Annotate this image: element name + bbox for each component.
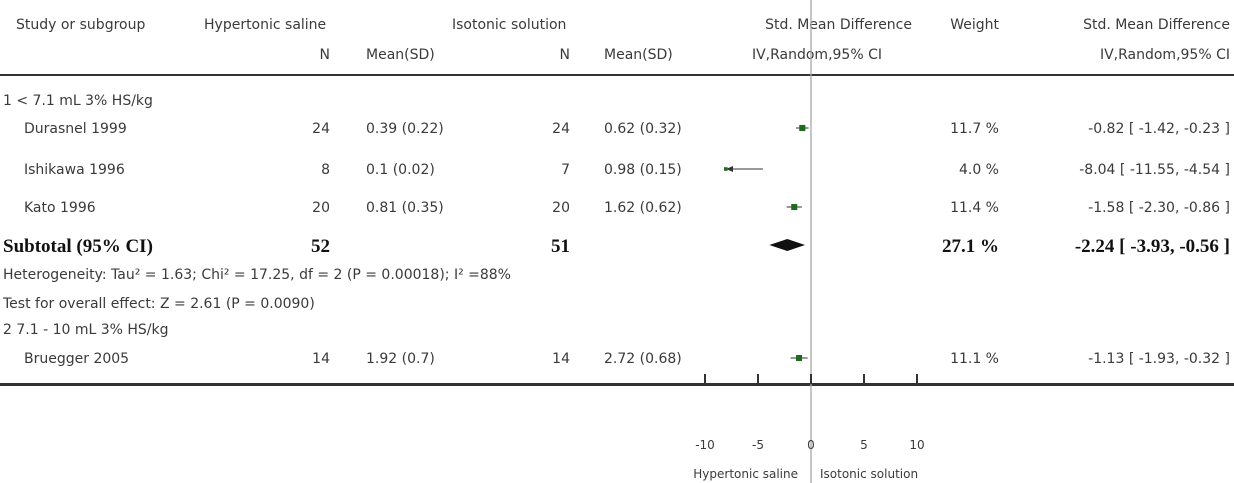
study-weight: 4.0 %: [958, 162, 999, 178]
header-effect-title-right: Std. Mean Difference: [1083, 17, 1230, 33]
study-name: Bruegger 2005: [24, 351, 130, 367]
subtotal-n-exp: 52: [311, 236, 330, 257]
axis-right-label: Isotonic solution: [820, 467, 919, 481]
header-ctrl-group: Isotonic solution: [452, 17, 567, 33]
subgroup-1-label: 1 < 7.1 mL 3% HS/kg: [3, 93, 153, 109]
study-n-ctrl: 24: [552, 121, 570, 137]
footer-rule: [0, 383, 1234, 386]
study-weight: 11.7 %: [950, 121, 999, 137]
study-n-exp: 14: [312, 351, 330, 367]
study-name: Kato 1996: [24, 200, 96, 216]
axis-tick-label: -5: [752, 438, 764, 452]
study-ci: -8.04 [ -11.55, -4.54 ]: [1079, 162, 1230, 178]
header-method-right: IV,Random,95% CI: [1099, 47, 1230, 63]
study-meansd-exp: 0.81 (0.35): [366, 200, 444, 216]
study-ci: -0.82 [ -1.42, -0.23 ]: [1088, 121, 1230, 137]
study-name: Ishikawa 1996: [24, 162, 125, 178]
header-study: Study or subgroup: [16, 17, 146, 33]
study-marker: [796, 355, 803, 361]
overall-effect: Test for overall effect: Z = 2.61 (P = 0…: [3, 296, 315, 312]
header-rule: [0, 74, 1234, 76]
subtotal-ci: -2.24 [ -3.93, -0.56 ]: [1074, 236, 1230, 257]
header-effect-title: Std. Mean Difference: [765, 17, 912, 33]
study-meansd-ctrl: 2.72 (0.68): [604, 351, 682, 367]
subtotal-diamond: [769, 239, 806, 251]
heterogeneity: Heterogeneity: Tau² = 1.63; Chi² = 17.25…: [3, 267, 511, 283]
study-n-exp: 24: [312, 121, 330, 137]
header-exp-group: Hypertonic saline: [204, 17, 327, 33]
study-n-exp: 8: [321, 162, 330, 178]
study-marker: [723, 167, 728, 171]
header-meansd-exp: Mean(SD): [366, 47, 435, 63]
study-meansd-exp: 0.1 (0.02): [366, 162, 435, 178]
header-weight: Weight: [950, 17, 999, 33]
axis-tick-label: 10: [909, 438, 925, 452]
study-ci: -1.13 [ -1.93, -0.32 ]: [1088, 351, 1230, 367]
subtotal-weight: 27.1 %: [942, 236, 999, 257]
study-ci: -1.58 [ -2.30, -0.86 ]: [1088, 200, 1230, 216]
axis-tick-label: -10: [695, 438, 715, 452]
study-marker: [799, 124, 806, 132]
header-method-center: IV,Random,95% CI: [751, 47, 882, 63]
axis-tick-label: 0: [807, 438, 815, 452]
study-n-exp: 20: [312, 200, 330, 216]
study-n-ctrl: 20: [552, 200, 570, 216]
ci-arrow: [726, 166, 733, 172]
study-weight: 11.4 %: [950, 200, 999, 216]
study-meansd-ctrl: 0.98 (0.15): [604, 162, 682, 178]
study-n-ctrl: 14: [552, 351, 570, 367]
study-meansd-exp: 1.92 (0.7): [366, 351, 435, 367]
study-name: Durasnel 1999: [24, 121, 127, 137]
study-meansd-ctrl: 0.62 (0.32): [604, 121, 682, 137]
axis-left-label: Hypertonic saline: [693, 467, 798, 481]
header-n-exp: N: [319, 47, 330, 63]
subtotal-label: Subtotal (95% CI): [3, 236, 153, 257]
study-marker: [791, 203, 798, 211]
study-n-ctrl: 7: [561, 162, 570, 178]
study-meansd-ctrl: 1.62 (0.62): [604, 200, 682, 216]
header-n-ctrl: N: [559, 47, 570, 63]
axis-tick-label: 5: [860, 438, 868, 452]
header-meansd-ctrl: Mean(SD): [604, 47, 673, 63]
study-meansd-exp: 0.39 (0.22): [366, 121, 444, 137]
subtotal-n-ctrl: 51: [551, 236, 570, 257]
study-weight: 11.1 %: [950, 351, 999, 367]
subgroup-2-label: 2 7.1 - 10 mL 3% HS/kg: [3, 322, 169, 338]
